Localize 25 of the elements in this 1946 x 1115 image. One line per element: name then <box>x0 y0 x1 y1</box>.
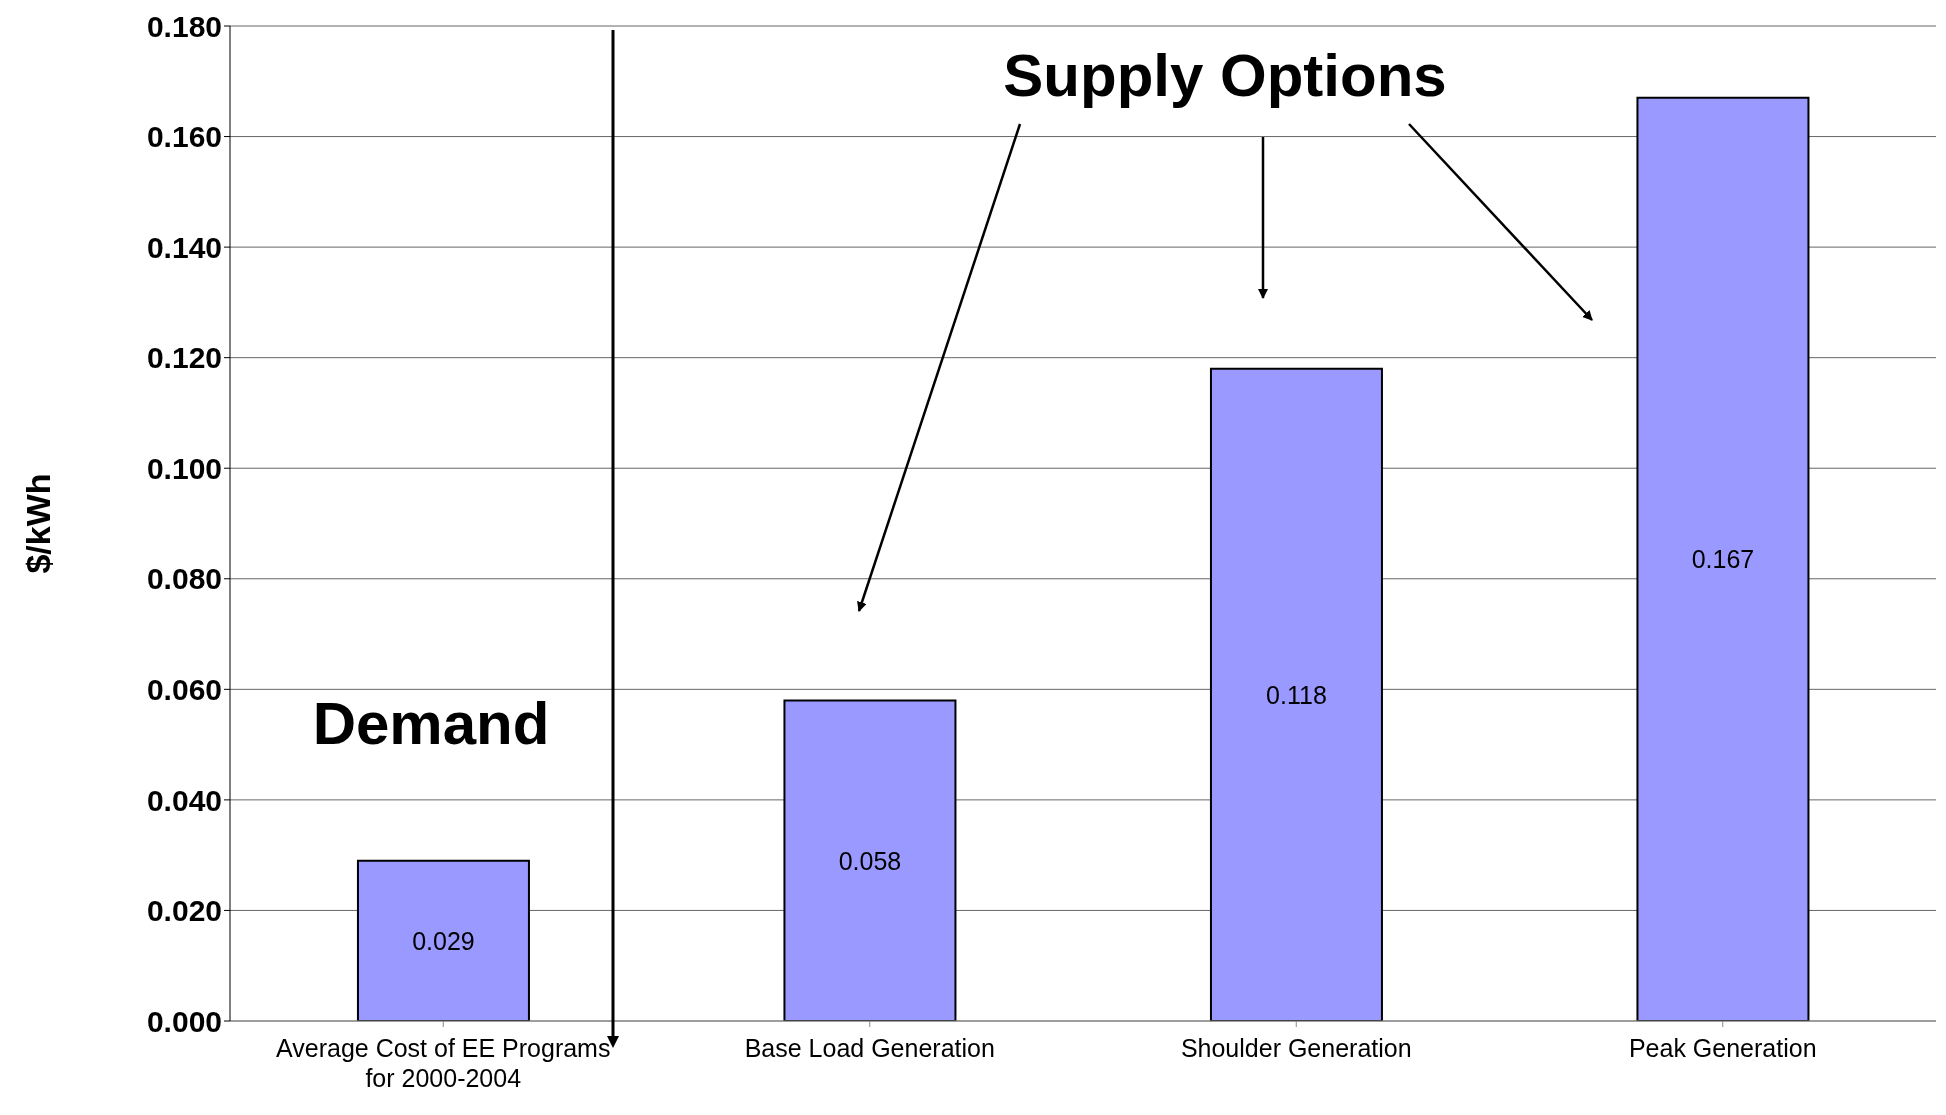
bar <box>356 859 530 1021</box>
bar <box>1209 367 1383 1021</box>
y-tick-label: 0.060 <box>146 672 222 706</box>
x-tick-label: Peak Generation <box>1628 1034 1817 1062</box>
annotation: Demand <box>312 690 550 757</box>
y-tick-label: 0.160 <box>146 120 222 154</box>
x-tick-label: Shoulder Generation <box>1180 1034 1412 1062</box>
y-tick-label: 0.180 <box>146 9 222 43</box>
y-tick-label: 0.080 <box>146 562 222 596</box>
data-label: 0.167 <box>1691 545 1755 574</box>
data-label: 0.029 <box>412 926 475 955</box>
y-tick-label: 0.140 <box>146 230 222 264</box>
y-tick-label: 0.000 <box>146 1004 222 1038</box>
y-tick-label: 0.040 <box>146 783 222 817</box>
x-tick-label: Average Cost of EE Programs for 2000-2004 <box>276 1034 611 1092</box>
bar <box>1636 96 1810 1021</box>
y-tick-label: 0.120 <box>146 341 222 375</box>
data-label: 0.118 <box>1266 680 1327 709</box>
data-label: 0.058 <box>838 846 902 875</box>
bar <box>783 699 957 1021</box>
y-axis-title: $/kWh <box>19 473 58 574</box>
y-tick-label: 0.020 <box>146 894 222 928</box>
y-tick-label: 0.100 <box>146 451 222 485</box>
annotation: Supply Options <box>1003 42 1447 109</box>
x-tick-label: Base Load Generation <box>744 1034 995 1062</box>
